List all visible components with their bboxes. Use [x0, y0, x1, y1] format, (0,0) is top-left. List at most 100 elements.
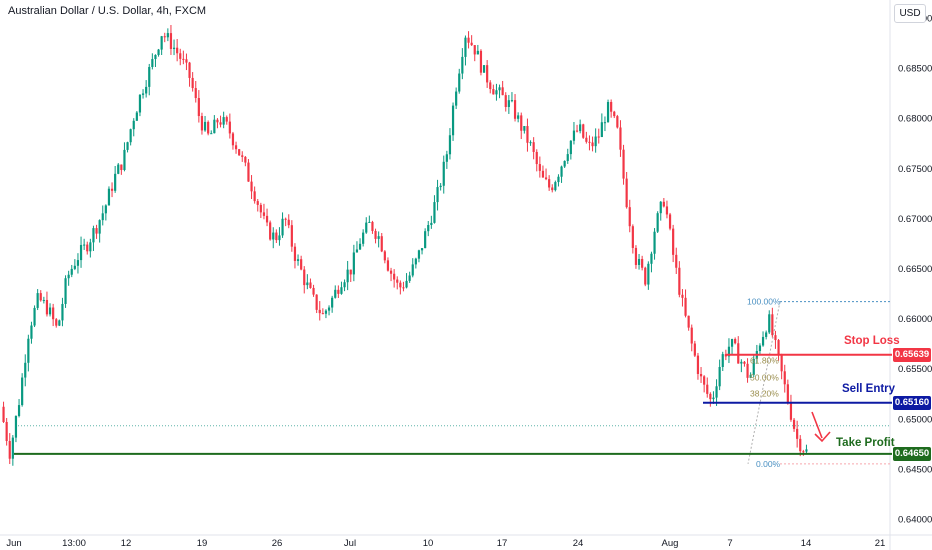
candle-body [411, 264, 414, 276]
y-tick-label: 0.68500 [898, 64, 932, 75]
candle-body [259, 204, 262, 213]
candle-body [129, 129, 132, 143]
candle-body [231, 133, 235, 146]
candle-body [513, 100, 517, 119]
x-tick-label: 12 [121, 538, 132, 549]
candle-body [148, 66, 151, 87]
candle-body [448, 135, 452, 155]
candle-body [479, 50, 483, 73]
candle-body [386, 260, 390, 271]
candle-body [734, 339, 737, 344]
candle-body [455, 91, 458, 106]
candle-body [551, 187, 554, 191]
candle-body [687, 315, 690, 328]
candle-body [262, 212, 266, 216]
candle-body [315, 294, 318, 310]
x-tick-label: 21 [875, 538, 886, 549]
candle-body [399, 282, 402, 288]
candle-body [157, 49, 160, 55]
candle-body [560, 166, 563, 177]
candle-body [166, 33, 169, 38]
x-tick-label: Jul [344, 538, 356, 549]
candle-body [104, 205, 107, 214]
candle-body [535, 151, 538, 165]
candle-body [737, 343, 740, 364]
candle-body [83, 244, 86, 246]
candle-body [681, 294, 684, 298]
candle-body [461, 56, 464, 74]
candle-body [213, 119, 216, 134]
candle-body [358, 243, 362, 250]
candle-body [672, 228, 675, 255]
candle-body [802, 451, 805, 453]
fib-level-label: 61.80% [750, 356, 779, 366]
candle-body [579, 124, 582, 132]
candle-body [504, 95, 507, 108]
candle-body [582, 124, 585, 138]
candle-body [799, 438, 802, 452]
candle-body [436, 187, 439, 203]
candle-body [154, 54, 157, 60]
candle-body [70, 268, 73, 275]
candle-body [619, 127, 622, 150]
candle-body [718, 366, 721, 387]
candle-body [309, 282, 312, 288]
candle-body [721, 354, 724, 367]
candle-body [644, 267, 647, 285]
candle-body [752, 358, 755, 375]
candle-body [380, 236, 383, 252]
candle-body [563, 160, 566, 167]
candle-body [42, 299, 45, 301]
candle-body [758, 345, 762, 352]
candle-body [789, 402, 793, 420]
x-tick-label: 10 [423, 538, 434, 549]
stop-loss-price-tag: 0.65639 [893, 347, 931, 362]
candle-body [786, 384, 789, 403]
candle-body [665, 206, 669, 215]
candle-body [706, 384, 709, 394]
candle-body [761, 336, 765, 346]
candle-body [486, 65, 489, 83]
candle-body [653, 231, 656, 254]
candle-body [5, 421, 8, 441]
candle-body [420, 248, 424, 251]
candle-body [321, 313, 324, 315]
candle-body [58, 320, 61, 326]
candle-body [182, 58, 185, 60]
candle-body [30, 325, 33, 339]
candle-body [430, 222, 433, 226]
sell-entry-price-tag: 0.65160 [893, 395, 931, 410]
candle-body [777, 340, 780, 355]
candle-body [740, 361, 743, 364]
candle-body [768, 314, 771, 333]
candle-body [572, 130, 576, 141]
candle-body [188, 62, 191, 78]
candle-body [566, 154, 569, 161]
candle-body [622, 149, 625, 179]
candle-body [724, 354, 727, 357]
candle-body [765, 332, 768, 337]
y-tick-label: 0.67500 [898, 164, 932, 175]
currency-selector[interactable]: USD [894, 4, 926, 23]
candle-body [442, 161, 445, 186]
y-tick-label: 0.64500 [898, 464, 932, 475]
candle-body [101, 213, 104, 221]
candle-body [2, 406, 5, 422]
candle-body [603, 122, 607, 124]
candle-body [39, 293, 42, 301]
candle-body [709, 393, 712, 400]
candle-body [11, 437, 14, 459]
candle-body [256, 201, 259, 205]
x-tick-label: 19 [197, 538, 208, 549]
candle-body [427, 225, 430, 232]
candle-body [272, 232, 275, 240]
candle-body [529, 142, 532, 144]
candle-body [712, 397, 715, 400]
candle-body [414, 258, 417, 265]
candle-body [306, 282, 309, 286]
candle-body [114, 173, 117, 191]
candle-body [284, 218, 287, 220]
candle-body [98, 220, 101, 234]
candle-body [331, 297, 334, 308]
